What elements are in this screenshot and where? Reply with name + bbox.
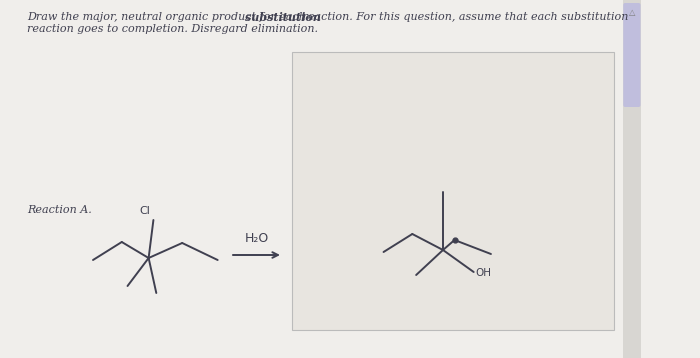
- FancyBboxPatch shape: [293, 52, 614, 330]
- Text: H₂O: H₂O: [244, 232, 269, 245]
- Text: Reaction A.: Reaction A.: [27, 205, 92, 215]
- Text: △: △: [629, 8, 635, 17]
- Text: OH: OH: [475, 268, 491, 278]
- FancyBboxPatch shape: [623, 3, 640, 107]
- Text: reaction goes to completion. Disregard elimination.: reaction goes to completion. Disregard e…: [27, 24, 318, 34]
- Text: Cl: Cl: [139, 206, 150, 216]
- FancyBboxPatch shape: [623, 0, 640, 358]
- Text: reaction. For this question, assume that each substitution: reaction. For this question, assume that…: [300, 12, 629, 22]
- Text: substitution: substitution: [245, 12, 321, 23]
- Text: Draw the major, neutral organic product for each: Draw the major, neutral organic product …: [27, 12, 309, 22]
